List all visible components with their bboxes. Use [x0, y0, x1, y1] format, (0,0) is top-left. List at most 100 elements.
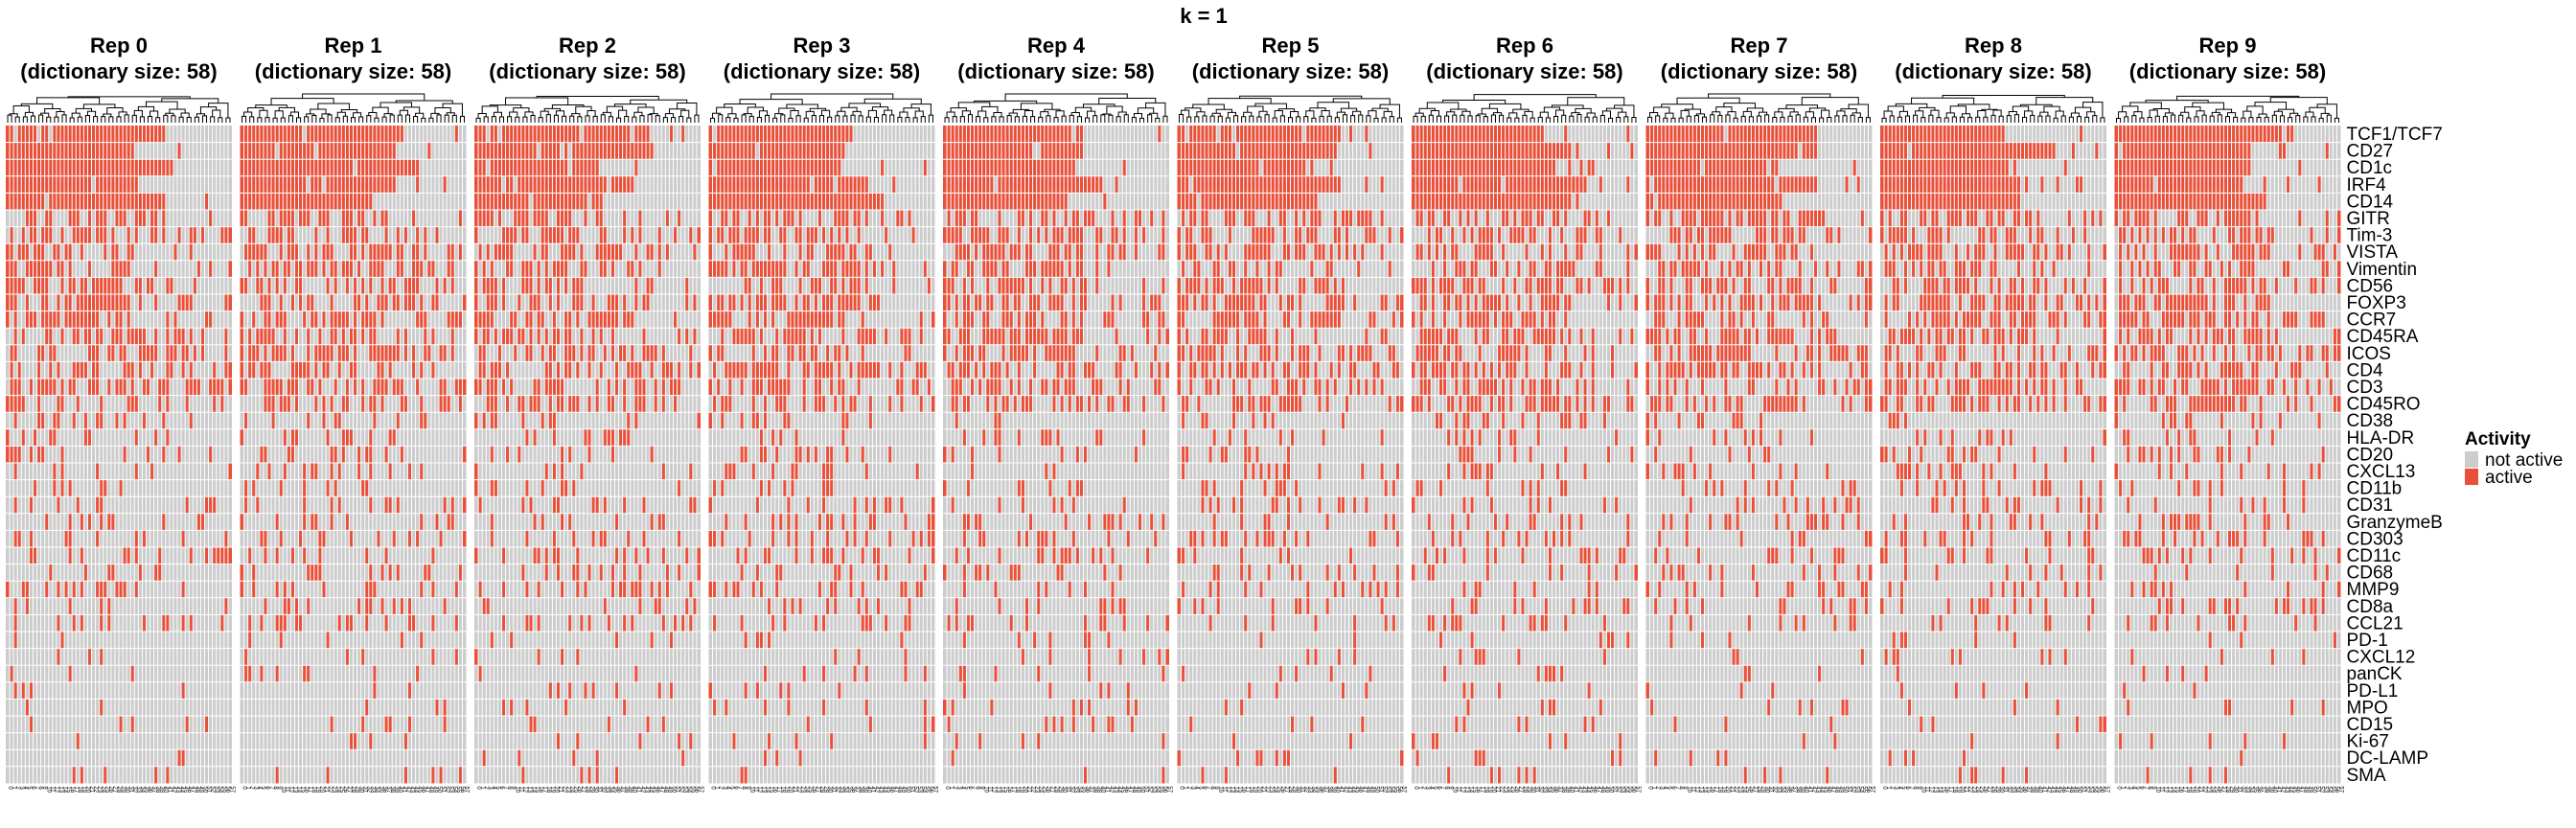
heatmap-cell-active: [283, 159, 288, 176]
heatmap-cell-active: [782, 260, 787, 278]
heatmap-cell-active: [1450, 226, 1455, 244]
heatmap-cell-active: [114, 310, 119, 329]
heatmap-cell-active: [1317, 210, 1322, 227]
heatmap-cell-active: [951, 226, 955, 244]
heatmap-cell-active: [1091, 716, 1095, 733]
heatmap-cell-active: [688, 496, 693, 514]
heatmap-cell-active: [103, 193, 107, 210]
heatmap-cell-active: [997, 277, 1002, 294]
heatmap-cell-active: [1275, 277, 1279, 294]
heatmap-cell-active: [720, 142, 724, 160]
heatmap-cell-active: [1254, 260, 1259, 278]
heatmap-cell-active: [1005, 175, 1010, 194]
heatmap-cell-active: [560, 446, 564, 463]
heatmap-cell-active: [1290, 395, 1295, 413]
heatmap-cell-active: [1157, 243, 1162, 261]
heatmap-cell-active: [829, 277, 834, 294]
heatmap-cell-active: [864, 328, 869, 345]
heatmap-cell-active: [1356, 344, 1361, 362]
heatmap-cell-active: [528, 175, 534, 194]
heatmap-cell-active: [1555, 379, 1560, 396]
heatmap-cell-active: [360, 193, 365, 210]
heatmap-cell-active: [1505, 310, 1509, 329]
column-dendrogram: [944, 93, 1168, 123]
heatmap-cell-active: [1348, 379, 1353, 396]
heatmap-cell-active: [294, 159, 299, 176]
heatmap-cell-active: [1540, 210, 1545, 227]
heatmap-cell-active: [782, 328, 787, 345]
heatmap-cell-active: [1122, 614, 1127, 632]
heatmap-cell-active: [1044, 716, 1048, 733]
heatmap-cell-active: [1126, 530, 1131, 547]
heatmap-cell-active: [1313, 614, 1318, 632]
heatmap-cell-active: [1485, 226, 1490, 244]
heatmap-cell-active: [48, 175, 53, 194]
heatmap-cell-active: [353, 344, 357, 362]
heatmap-cell-active: [1412, 310, 1416, 329]
heatmap-cell-active: [556, 681, 561, 700]
heatmap-cell-active: [1087, 513, 1092, 531]
heatmap-cell-active: [1021, 210, 1025, 227]
heatmap-cell-active: [317, 126, 322, 143]
heatmap-cell-active: [349, 614, 354, 632]
column-label: 5: [729, 786, 735, 790]
heatmap-cell-active: [1575, 142, 1579, 160]
heatmap-cell-active: [1017, 564, 1022, 582]
heatmap-cell-active: [1345, 210, 1349, 227]
heatmap-cell-active: [13, 310, 18, 329]
heatmap-cell-active: [1520, 379, 1525, 396]
heatmap-cell-active: [1450, 175, 1455, 194]
column-label: 28: [1053, 786, 1059, 793]
heatmap-cell-active: [1497, 193, 1502, 210]
heatmap-cell-active: [548, 126, 553, 143]
heatmap-cell-active: [778, 428, 783, 447]
heatmap-cell-active: [591, 175, 596, 194]
heatmap-cell-active: [1184, 395, 1189, 413]
heatmap-cell-active: [548, 361, 553, 379]
heatmap-cell-active: [630, 344, 634, 362]
heatmap-cell-active: [1001, 277, 1006, 294]
heatmap-cell-active: [528, 260, 534, 278]
heatmap-cell-active: [821, 126, 826, 143]
heatmap-cell-active: [1559, 142, 1564, 160]
heatmap-cell-active: [1478, 159, 1483, 176]
heatmap-cell-active: [372, 344, 377, 362]
heatmap-cell-active: [814, 344, 818, 362]
heatmap-cell-active: [29, 175, 34, 194]
heatmap-cell-active: [1044, 126, 1048, 143]
heatmap-cell-active: [1485, 126, 1490, 143]
heatmap-cell-active: [1309, 260, 1314, 278]
heatmap-cell-active: [380, 597, 385, 615]
column-label: 25: [1276, 786, 1281, 793]
heatmap-cell-active: [275, 126, 280, 143]
heatmap-cell-active: [1438, 379, 1443, 396]
heatmap-cell-active: [1013, 142, 1018, 160]
heatmap-cell-active: [345, 226, 350, 244]
heatmap-cell-active: [579, 614, 584, 632]
heatmap-cell-active: [486, 210, 491, 227]
heatmap-cell-active: [392, 379, 397, 396]
heatmap-cell-active: [1583, 226, 1588, 244]
heatmap-cell-active: [646, 243, 651, 261]
heatmap-cell-active: [954, 142, 959, 160]
heatmap-cell-active: [1286, 142, 1291, 160]
heatmap-cell-active: [1060, 159, 1065, 176]
heatmap-cell-active: [614, 681, 619, 700]
heatmap-cell-active: [482, 277, 487, 294]
heatmap-cell-active: [1540, 379, 1545, 396]
heatmap-cell-active: [540, 513, 545, 531]
heatmap-cell-active: [95, 159, 100, 176]
heatmap-cell-active: [126, 243, 131, 261]
heatmap-cell-active: [172, 328, 178, 345]
heatmap-cell-active: [341, 344, 346, 362]
heatmap-cell-active: [1282, 361, 1287, 379]
heatmap-cell-active: [1235, 395, 1240, 413]
heatmap-cell-active: [189, 379, 194, 396]
heatmap-cell-active: [720, 193, 724, 210]
column-label: 37: [1088, 786, 1093, 793]
heatmap-cell-active: [575, 294, 580, 311]
heatmap-cell-active: [970, 260, 975, 278]
heatmap-cell-active: [130, 395, 135, 413]
heatmap-cell-active: [981, 175, 986, 194]
heatmap-cell-active: [1258, 749, 1264, 767]
